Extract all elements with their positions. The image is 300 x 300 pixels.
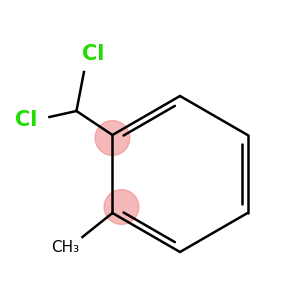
Circle shape — [104, 190, 139, 224]
Text: CH₃: CH₃ — [51, 240, 80, 255]
Text: Cl: Cl — [15, 110, 38, 130]
Text: Cl: Cl — [82, 44, 104, 64]
Circle shape — [95, 121, 130, 155]
